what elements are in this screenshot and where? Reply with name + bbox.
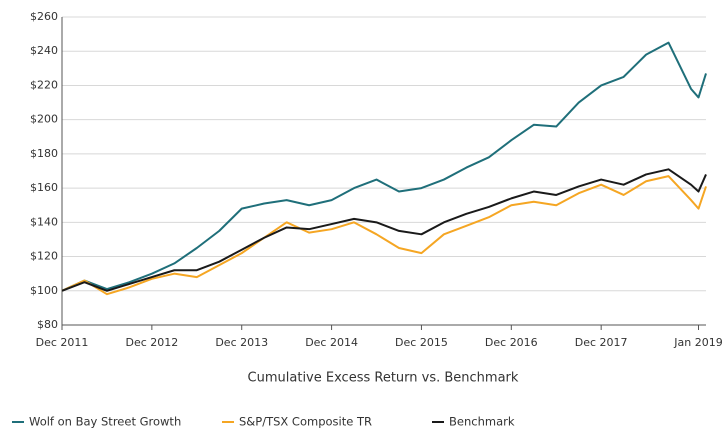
series-line (61, 175, 707, 296)
x-tick-label: Jan 2019 (673, 336, 722, 349)
legend-label: Wolf on Bay Street Growth (29, 415, 181, 429)
y-tick-label: $100 (30, 284, 58, 297)
y-tick-label: $200 (30, 113, 58, 126)
legend-label: Benchmark (449, 415, 515, 429)
x-tick-label: Dec 2012 (125, 336, 178, 349)
x-tick-label: Dec 2015 (395, 336, 448, 349)
series-line (61, 168, 707, 292)
y-tick-label: $180 (30, 147, 58, 160)
y-tick-label: $140 (30, 215, 58, 228)
y-tick-label: $160 (30, 181, 58, 194)
x-tick-label: Dec 2016 (485, 336, 538, 349)
x-tick-label: Dec 2014 (305, 336, 358, 349)
y-tick-label: $260 (30, 10, 58, 23)
y-tick-label: $220 (30, 78, 58, 91)
y-tick-label: $240 (30, 44, 58, 57)
x-tick-label: Dec 2013 (215, 336, 268, 349)
x-tick-label: Dec 2017 (575, 336, 628, 349)
chart-title: Cumulative Excess Return vs. Benchmark (248, 371, 519, 386)
series-line (61, 41, 707, 292)
x-tick-label: Dec 2011 (36, 336, 89, 349)
y-tick-label: $120 (30, 250, 58, 263)
legend-label: S&P/TSX Composite TR (239, 415, 372, 429)
y-tick-label: $80 (37, 318, 58, 331)
